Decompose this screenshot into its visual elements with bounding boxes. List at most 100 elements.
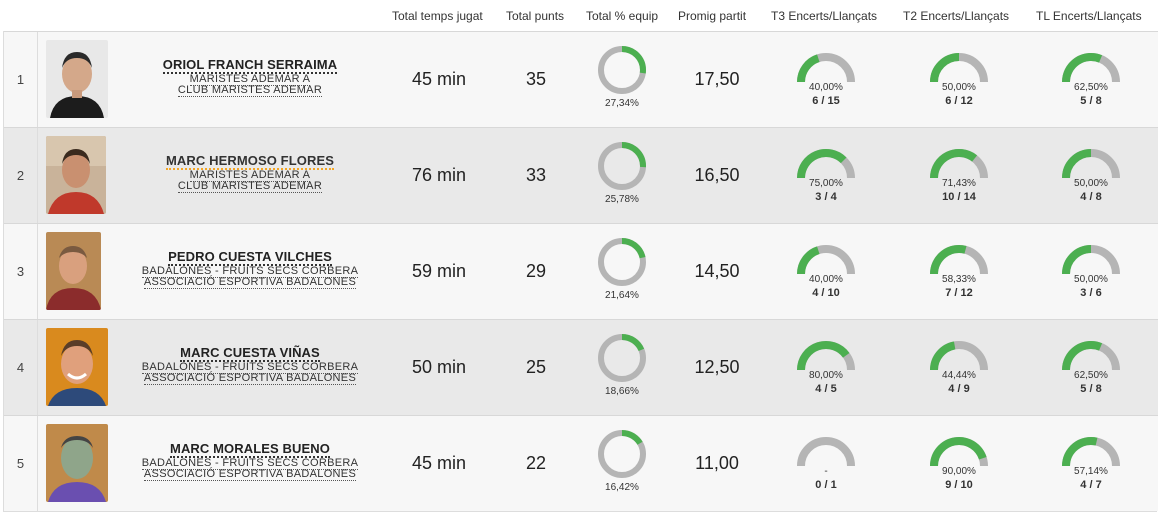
t2-made-attempted: 7 / 12 [945,287,973,299]
player-avatar[interactable] [46,136,106,214]
header-total-points[interactable]: Total punts [506,9,565,23]
tl-made-attempted: 5 / 8 [1080,95,1102,107]
club-link[interactable]: ASSOCIACIÓ ESPORTIVA BADALONES [143,372,357,385]
t2-percent: 71,43% [942,178,976,189]
header-total-time[interactable]: Total temps jugat [392,9,483,23]
total-time-value: 45 min [411,69,467,89]
t2-percent: 50,00% [942,82,976,93]
player-info: PEDRO CUESTA VILCHES BADALONES - FRUITS … [134,248,366,289]
player-info: MARC HERMOSO FLORES MARISTES ADEMAR A CL… [134,152,366,193]
t2-gauge [930,341,988,371]
player-avatar[interactable] [46,232,101,310]
table-row[interactable]: 4 MARC CUESTA VIÑAS BADALONES - FRUITS S… [4,319,1158,415]
rank-cell: 3 [4,224,38,319]
tl-gauge [1062,53,1120,83]
tl-made-attempted: 3 / 6 [1080,287,1102,299]
player-name-link[interactable]: MARC CUESTA VIÑAS [180,345,320,362]
tl-made-attempted: 5 / 8 [1080,383,1102,395]
team-percent-label: 25,78% [605,194,639,205]
t3-percent: 80,00% [809,370,843,381]
game-average-value: 14,50 [694,261,740,281]
tl-percent: 62,50% [1074,82,1108,93]
player-info: ORIOL FRANCH SERRAIMA MARISTES ADEMAR A … [134,56,366,97]
team-percent-donut [598,334,646,382]
rank-cell: 2 [4,128,38,223]
total-points-value: 33 [525,165,547,185]
t2-made-attempted: 4 / 9 [948,383,970,395]
t2-gauge [930,437,988,467]
player-name-link[interactable]: MARC HERMOSO FLORES [165,153,334,170]
total-points-value: 35 [525,69,547,89]
club-link[interactable]: CLUB MARISTES ADEMAR [177,180,323,193]
team-link[interactable]: BADALONES - FRUITS SECS CORBERA [141,457,359,470]
total-points-value: 29 [525,261,547,281]
total-time-value: 59 min [411,261,467,281]
table-body: 1 ORIOL FRANCH SERRAIMA MARISTES ADEMAR … [3,31,1158,511]
t3-gauge [797,341,855,371]
game-average-value: 11,00 [695,453,739,473]
team-percent-label: 27,34% [605,98,639,109]
team-percent-donut [598,46,646,94]
t2-percent: 58,33% [942,274,976,285]
table-row[interactable]: 5 MARC MORALES BUENO BADALONES - FRUITS … [4,415,1158,511]
tl-made-attempted: 4 / 8 [1080,191,1102,203]
tl-made-attempted: 4 / 7 [1080,479,1102,491]
team-percent-label: 16,42% [605,482,639,493]
player-name-link[interactable]: ORIOL FRANCH SERRAIMA [162,57,338,74]
team-percent-label: 21,64% [605,290,639,301]
t3-percent: - [824,466,828,477]
game-average-value: 12,50 [694,357,740,377]
team-percent-donut [598,430,646,478]
player-avatar[interactable] [46,424,108,502]
t3-gauge [797,245,855,275]
header-tl[interactable]: TL Encerts/Llançats [1036,9,1142,23]
player-name-link[interactable]: PEDRO CUESTA VILCHES [168,249,332,266]
t2-made-attempted: 10 / 14 [942,191,976,203]
tl-percent: 57,14% [1074,466,1108,477]
t2-percent: 90,00% [942,466,976,477]
total-time-value: 76 min [411,165,467,185]
player-name-link[interactable]: MARC MORALES BUENO [170,441,330,458]
t3-percent: 40,00% [809,82,843,93]
table-header: Total temps jugat Total punts Total % eq… [0,0,1158,31]
t3-made-attempted: 4 / 5 [815,383,837,395]
club-link[interactable]: CLUB MARISTES ADEMAR [177,84,323,97]
tl-percent: 62,50% [1074,370,1108,381]
team-link[interactable]: MARISTES ADEMAR A [189,73,311,86]
t3-percent: 75,00% [809,178,843,189]
t3-made-attempted: 0 / 1 [815,479,837,491]
t2-percent: 44,44% [942,370,976,381]
table-row[interactable]: 2 MARC HERMOSO FLORES MARISTES ADEMAR A … [4,127,1158,223]
header-team-percent[interactable]: Total % equip [586,9,659,23]
tl-percent: 50,00% [1074,178,1108,189]
header-t3[interactable]: T3 Encerts/Llançats [771,9,878,23]
player-avatar[interactable] [46,40,108,118]
team-percent-donut [598,238,646,286]
rank-cell: 1 [4,32,38,127]
t2-made-attempted: 9 / 10 [945,479,973,491]
team-link[interactable]: MARISTES ADEMAR A [189,169,311,182]
player-avatar[interactable] [46,328,108,406]
player-info: MARC CUESTA VIÑAS BADALONES - FRUITS SEC… [134,344,366,385]
club-link[interactable]: ASSOCIACIÓ ESPORTIVA BADALONES [143,276,357,289]
table-row[interactable]: 3 PEDRO CUESTA VILCHES BADALONES - FRUIT… [4,223,1158,319]
game-average-value: 16,50 [694,165,740,185]
t3-made-attempted: 6 / 15 [812,95,840,107]
t3-percent: 40,00% [809,274,843,285]
team-link[interactable]: BADALONES - FRUITS SECS CORBERA [141,265,359,278]
game-average-value: 17,50 [694,69,740,89]
total-points-value: 22 [525,453,547,473]
t3-made-attempted: 3 / 4 [815,191,837,203]
player-info: MARC MORALES BUENO BADALONES - FRUITS SE… [134,440,366,481]
tl-gauge [1062,149,1120,179]
t2-gauge [930,149,988,179]
table-row[interactable]: 1 ORIOL FRANCH SERRAIMA MARISTES ADEMAR … [4,31,1158,127]
header-t2[interactable]: T2 Encerts/Llançats [903,9,1010,23]
header-game-average[interactable]: Promig partit [678,9,747,23]
total-points-value: 25 [525,357,547,377]
club-link[interactable]: ASSOCIACIÓ ESPORTIVA BADALONES [143,468,357,481]
tl-gauge [1062,341,1120,371]
team-link[interactable]: BADALONES - FRUITS SECS CORBERA [141,361,359,374]
team-percent-label: 18,66% [605,386,639,397]
